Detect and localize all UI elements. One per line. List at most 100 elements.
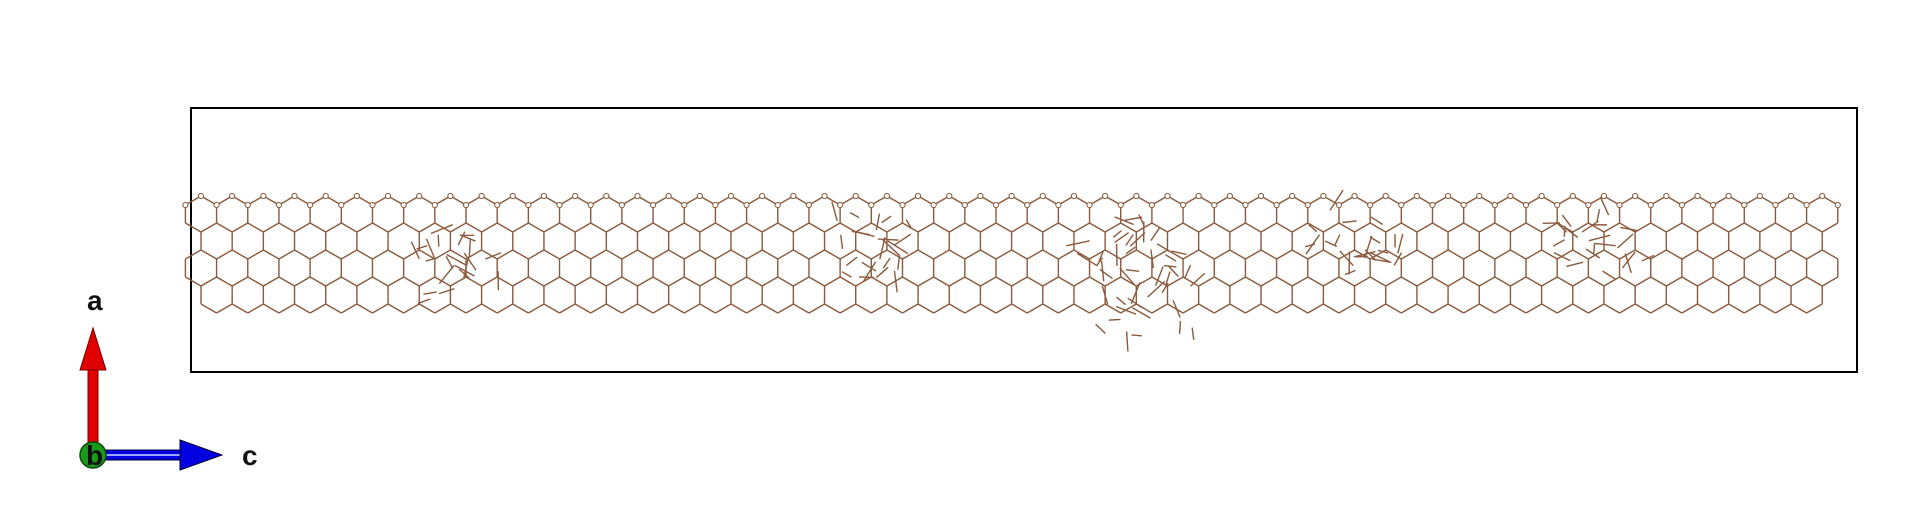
bond — [512, 249, 529, 260]
defect-bond — [882, 238, 900, 256]
atom — [1647, 201, 1654, 209]
bond — [372, 222, 389, 233]
bond — [450, 303, 467, 314]
defect-bond — [1164, 271, 1171, 286]
bond — [1167, 303, 1184, 314]
bond — [1338, 303, 1355, 314]
bond — [309, 249, 327, 260]
bond — [839, 303, 857, 314]
bond — [824, 249, 841, 260]
defect-bond — [1161, 282, 1169, 294]
defect-bond — [1594, 242, 1616, 247]
defect-bond — [1344, 269, 1356, 276]
bond — [450, 249, 467, 260]
bond — [294, 303, 311, 314]
bond — [434, 303, 451, 314]
bond — [948, 249, 966, 260]
defect-bond — [425, 256, 439, 262]
c-axis-label: c — [242, 440, 258, 471]
bond — [715, 303, 732, 314]
bond — [1291, 276, 1309, 287]
bond — [777, 222, 794, 233]
nanotube-lattice — [182, 192, 1841, 314]
bond — [1432, 303, 1449, 314]
bond — [231, 303, 249, 314]
bond — [621, 303, 638, 314]
bond — [1416, 249, 1433, 260]
bond — [1665, 303, 1683, 314]
unit-cell-box — [190, 107, 1858, 373]
bond — [1089, 222, 1106, 233]
bond — [1104, 276, 1122, 287]
bond — [715, 222, 732, 233]
defect-bond — [1599, 196, 1610, 216]
bond — [1603, 249, 1620, 260]
atom — [509, 192, 516, 200]
defect-bond — [423, 291, 437, 296]
bond — [559, 222, 576, 233]
bond — [1463, 303, 1480, 314]
bond — [1011, 303, 1028, 314]
atom — [1289, 192, 1296, 200]
defect-bond — [1552, 239, 1565, 247]
bond — [1775, 222, 1792, 233]
bond — [481, 249, 498, 260]
atom — [1179, 201, 1187, 209]
atom — [322, 192, 329, 200]
defect-bond — [831, 201, 838, 221]
bond — [1556, 303, 1574, 314]
bond — [652, 276, 670, 287]
bond — [1447, 276, 1465, 287]
bond — [605, 276, 623, 287]
bond — [980, 303, 997, 314]
defect-bond — [1393, 252, 1403, 266]
bond — [1385, 276, 1402, 287]
atom — [930, 201, 937, 209]
bond — [512, 222, 529, 233]
bond — [1510, 303, 1527, 314]
bond — [1619, 249, 1636, 260]
bond — [1338, 249, 1355, 260]
bond — [637, 276, 654, 287]
bond — [496, 276, 514, 287]
defect-bond — [1566, 261, 1584, 268]
atom — [1632, 192, 1639, 200]
bond — [777, 303, 794, 314]
atom — [1803, 201, 1810, 209]
atom — [946, 192, 953, 200]
bond — [1307, 276, 1324, 287]
bond — [1494, 303, 1511, 314]
atom — [1304, 201, 1311, 209]
bond — [1463, 276, 1480, 287]
bond — [1151, 303, 1168, 314]
bond — [1042, 276, 1059, 287]
bond — [1151, 249, 1168, 260]
atom — [992, 201, 1000, 209]
atom — [1055, 201, 1062, 209]
bond — [715, 276, 732, 287]
bond — [528, 276, 545, 287]
atom — [291, 192, 298, 200]
defect-bond — [437, 234, 440, 247]
bond — [1323, 222, 1340, 233]
bond — [590, 222, 607, 233]
atom — [1507, 192, 1514, 200]
atom — [1382, 192, 1389, 200]
bond — [1073, 303, 1090, 314]
bond — [1728, 303, 1745, 314]
bond — [1790, 249, 1807, 260]
bond — [1572, 249, 1589, 260]
b-axis-label: b — [86, 440, 103, 471]
atom — [961, 201, 968, 209]
atom — [681, 201, 688, 209]
defect-bond — [1624, 253, 1632, 273]
bond — [621, 249, 638, 260]
atom — [1086, 201, 1093, 209]
bond — [980, 249, 997, 260]
bond — [294, 276, 311, 287]
bond — [387, 249, 404, 260]
defect-bond — [1115, 305, 1137, 315]
bond — [1447, 249, 1465, 260]
bond — [668, 222, 685, 233]
